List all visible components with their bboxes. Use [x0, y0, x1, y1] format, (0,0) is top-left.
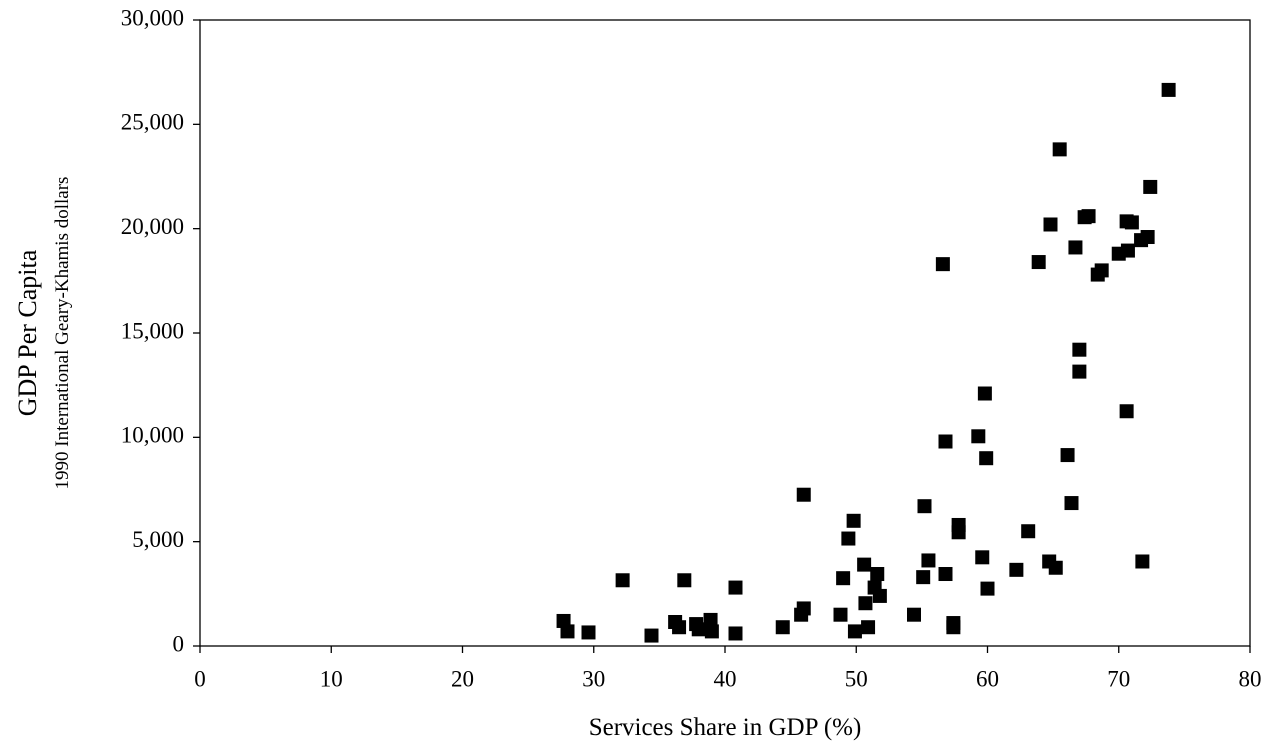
- point: [858, 596, 873, 611]
- point: [921, 553, 936, 568]
- point: [916, 570, 931, 585]
- point: [1068, 240, 1083, 255]
- y-tick-label: 15,000: [121, 318, 184, 343]
- point: [1081, 209, 1096, 224]
- plot-frame: [199, 19, 1251, 647]
- x-tick-label: 80: [1239, 666, 1262, 691]
- point: [581, 625, 596, 640]
- point: [857, 557, 872, 572]
- y-axis-label: GDP Per Capita: [13, 249, 42, 416]
- x-tick-label: 50: [845, 666, 868, 691]
- point: [1135, 554, 1150, 569]
- point: [704, 624, 719, 639]
- y-tick-label: 25,000: [121, 110, 184, 135]
- point: [1094, 263, 1109, 278]
- point: [1120, 243, 1135, 258]
- point: [1031, 255, 1046, 270]
- x-tick-label: 70: [1107, 666, 1130, 691]
- x-tick-label: 10: [320, 666, 343, 691]
- point: [951, 525, 966, 540]
- y-tick-label: 20,000: [121, 214, 184, 239]
- point: [935, 257, 950, 272]
- point: [872, 588, 887, 603]
- point: [847, 624, 862, 639]
- point: [775, 620, 790, 635]
- point: [1161, 82, 1176, 97]
- point: [728, 580, 743, 595]
- point: [975, 550, 990, 565]
- point: [979, 451, 994, 466]
- point: [1143, 179, 1158, 194]
- point: [1060, 448, 1075, 463]
- point: [677, 573, 692, 588]
- point: [1043, 217, 1058, 232]
- point: [1052, 142, 1067, 157]
- point: [1119, 404, 1134, 419]
- point: [971, 429, 986, 444]
- point: [1021, 524, 1036, 539]
- y-tick-label: 5,000: [132, 527, 184, 552]
- point: [1009, 562, 1024, 577]
- y-axis-sublabel: 1990 International Geary-Khamis dollars: [52, 177, 73, 490]
- x-tick-label: 60: [976, 666, 999, 691]
- point: [946, 620, 961, 635]
- point: [728, 626, 743, 641]
- point: [796, 487, 811, 502]
- point: [938, 434, 953, 449]
- point: [980, 581, 995, 596]
- point: [917, 499, 932, 514]
- point: [861, 620, 876, 635]
- point: [796, 601, 811, 616]
- x-axis-label: Services Share in GDP (%): [589, 714, 862, 741]
- point: [1048, 560, 1063, 575]
- point: [1124, 215, 1139, 230]
- point: [703, 612, 718, 627]
- y-tick-label: 0: [173, 631, 185, 656]
- x-tick-label: 30: [582, 666, 605, 691]
- point: [615, 573, 630, 588]
- x-tick-label: 20: [451, 666, 474, 691]
- y-tick-label: 10,000: [121, 423, 184, 448]
- point: [846, 513, 861, 528]
- point: [1072, 364, 1087, 379]
- point: [907, 607, 921, 622]
- point: [938, 567, 953, 582]
- point: [1064, 496, 1079, 511]
- point: [560, 624, 575, 639]
- point: [691, 622, 706, 637]
- point: [841, 531, 856, 546]
- point: [1072, 342, 1087, 357]
- point: [870, 567, 885, 582]
- point: [644, 628, 659, 643]
- x-tick-label: 40: [714, 666, 737, 691]
- point: [833, 607, 848, 622]
- point: [977, 386, 992, 401]
- x-tick-label: 0: [194, 666, 206, 691]
- point: [836, 571, 851, 586]
- point: [672, 620, 687, 635]
- point: [1140, 230, 1155, 245]
- y-tick-label: 30,000: [121, 5, 184, 30]
